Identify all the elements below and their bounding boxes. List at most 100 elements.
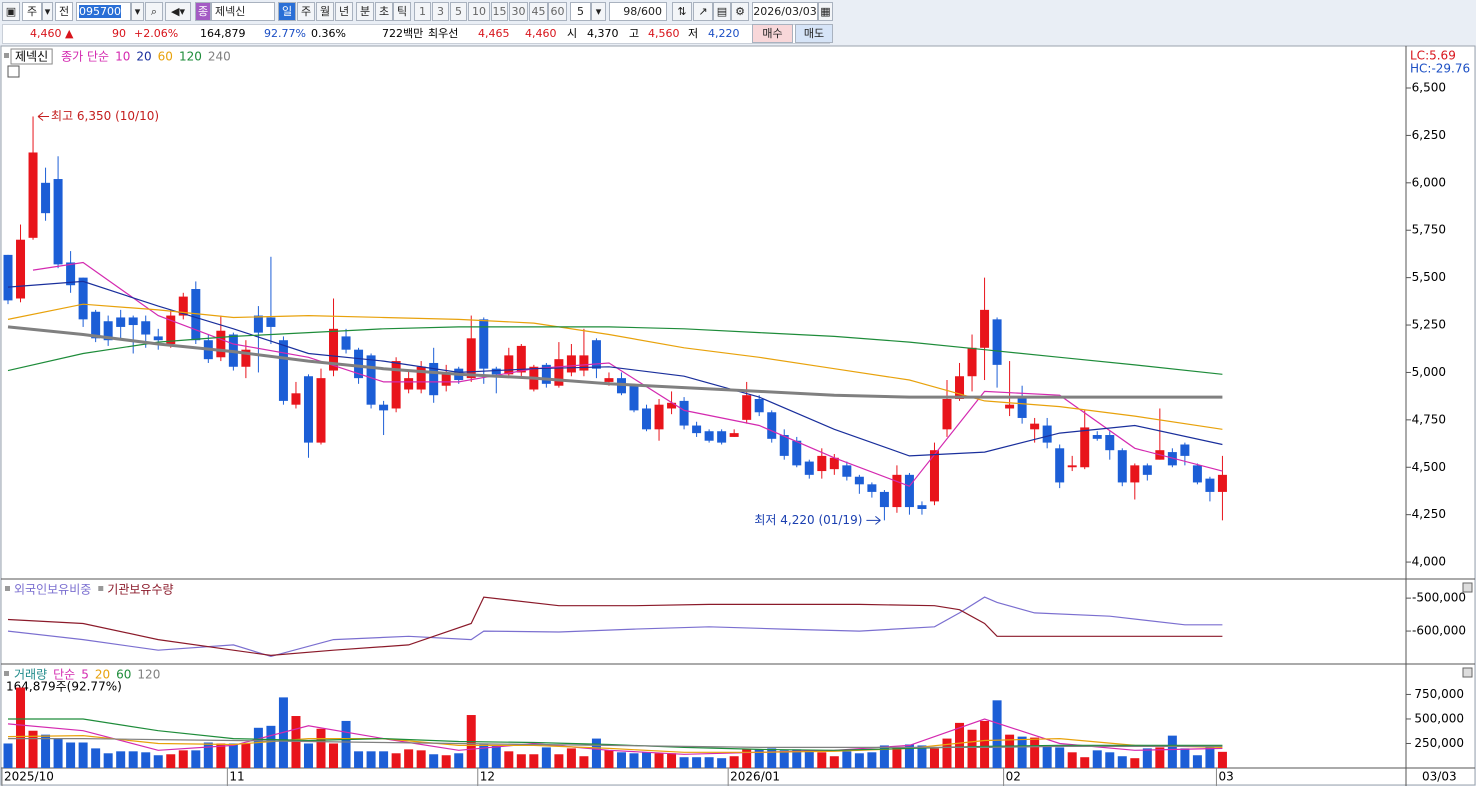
- icon-button[interactable]: ▣: [2, 2, 20, 21]
- save-button[interactable]: ▤: [713, 2, 731, 21]
- candle-body: [704, 431, 714, 441]
- candle-body: [1117, 450, 1127, 483]
- volume-bar: [1117, 756, 1127, 768]
- unit-button[interactable]: 초: [375, 2, 393, 21]
- candle-body: [303, 376, 313, 443]
- panel-icon[interactable]: [7, 65, 20, 78]
- close-box[interactable]: [1462, 582, 1473, 593]
- sound-button[interactable]: ◀▾: [165, 2, 191, 21]
- volume-bar: [1030, 737, 1040, 768]
- volume-bar: [91, 748, 101, 768]
- volume-bar: [829, 756, 839, 768]
- legend-entry: 20: [95, 668, 110, 682]
- candle-body: [1030, 423, 1040, 430]
- tool-button[interactable]: ↗: [693, 2, 713, 21]
- candle-body: [879, 491, 889, 508]
- unit-button[interactable]: 주: [297, 2, 315, 21]
- volume-bar: [754, 749, 764, 768]
- interval-button[interactable]: 5: [450, 2, 467, 21]
- change-pct: +2.06%: [134, 27, 179, 40]
- volume-bar: [667, 753, 677, 768]
- volume-bar: [1105, 752, 1115, 768]
- volume-bar: [967, 729, 977, 768]
- unit-button[interactable]: 일: [278, 2, 296, 21]
- prev-button[interactable]: 전: [55, 2, 73, 21]
- candle-body: [166, 315, 176, 345]
- line: [8, 718, 1223, 751]
- date-input[interactable]: 2026/03/03: [752, 2, 818, 21]
- candle-body: [341, 336, 351, 350]
- interval-button[interactable]: 3: [432, 2, 449, 21]
- unit-button[interactable]: 분: [356, 2, 374, 21]
- interval-button[interactable]: 45: [529, 2, 548, 21]
- volume-bar: [1092, 750, 1102, 768]
- candle-body: [354, 349, 364, 379]
- dropdown[interactable]: ▾: [42, 2, 53, 21]
- calendar-button[interactable]: ▦: [818, 2, 833, 21]
- interval-select[interactable]: 5: [570, 2, 591, 21]
- volume-bar: [41, 734, 51, 768]
- interval-button[interactable]: 10: [468, 2, 490, 21]
- volume-bar: [1055, 747, 1065, 768]
- volume-bar: [729, 756, 739, 768]
- search-button[interactable]: ⌕: [145, 2, 163, 21]
- volume-bar: [1017, 736, 1027, 768]
- code-input[interactable]: 095700: [76, 2, 131, 21]
- interval-button[interactable]: 60: [548, 2, 567, 21]
- close-box[interactable]: [1462, 667, 1473, 678]
- volume-bar: [717, 758, 727, 768]
- volume-bar: [303, 743, 313, 768]
- unit-button[interactable]: 월: [316, 2, 334, 21]
- line: [7, 596, 1223, 657]
- candle-body: [1167, 452, 1177, 466]
- candle-body: [929, 450, 939, 502]
- bid: 4,460: [525, 27, 557, 40]
- settings-button[interactable]: ⚙: [731, 2, 749, 21]
- line: [7, 280, 1223, 457]
- volume-bar: [842, 751, 852, 768]
- name-input[interactable]: 제넥신: [211, 2, 275, 21]
- dropdown[interactable]: ▾: [591, 2, 606, 21]
- sell-button[interactable]: 매도: [795, 24, 833, 43]
- volume-bar: [416, 750, 426, 768]
- stock-name: 제넥신: [15, 50, 48, 64]
- unit-button[interactable]: 년: [335, 2, 353, 21]
- candle-body: [291, 393, 301, 405]
- candle-body: [867, 484, 877, 492]
- candle-body: [504, 355, 514, 375]
- volume-bar: [491, 745, 501, 768]
- count-input[interactable]: 98/600: [609, 2, 667, 21]
- stock-name-box: [10, 48, 53, 65]
- candle-body: [554, 359, 564, 386]
- volume-bar: [166, 754, 176, 768]
- candle-body: [829, 457, 839, 470]
- volume-bar: [153, 755, 163, 768]
- interval-button[interactable]: 15: [491, 2, 508, 21]
- volume-bar: [955, 722, 965, 768]
- candle-body: [679, 400, 689, 426]
- interval-button[interactable]: 1: [414, 2, 431, 21]
- volume-bar: [792, 749, 802, 768]
- candle-body: [329, 328, 339, 371]
- buy-button[interactable]: 매수: [752, 24, 793, 43]
- candle-body: [667, 402, 677, 409]
- volume-bar: [704, 757, 714, 768]
- candle-body: [904, 474, 914, 508]
- volume-bar: [116, 751, 126, 768]
- volume-bar: [629, 753, 639, 768]
- period-select[interactable]: 주: [22, 2, 42, 21]
- volume-bar: [391, 753, 401, 768]
- code-text: 095700: [79, 5, 121, 18]
- unit-button[interactable]: 틱: [393, 2, 411, 21]
- candle-body: [441, 372, 451, 386]
- candle-body: [1205, 478, 1215, 492]
- volume-bar: [1167, 735, 1177, 768]
- volume-bar: [16, 687, 26, 768]
- dropdown[interactable]: ▾: [131, 2, 144, 21]
- candle-body: [779, 435, 789, 456]
- tool-button[interactable]: ⇅: [672, 2, 692, 21]
- candle-body: [516, 345, 526, 373]
- volume-bar: [1180, 748, 1190, 768]
- interval-button[interactable]: 30: [509, 2, 528, 21]
